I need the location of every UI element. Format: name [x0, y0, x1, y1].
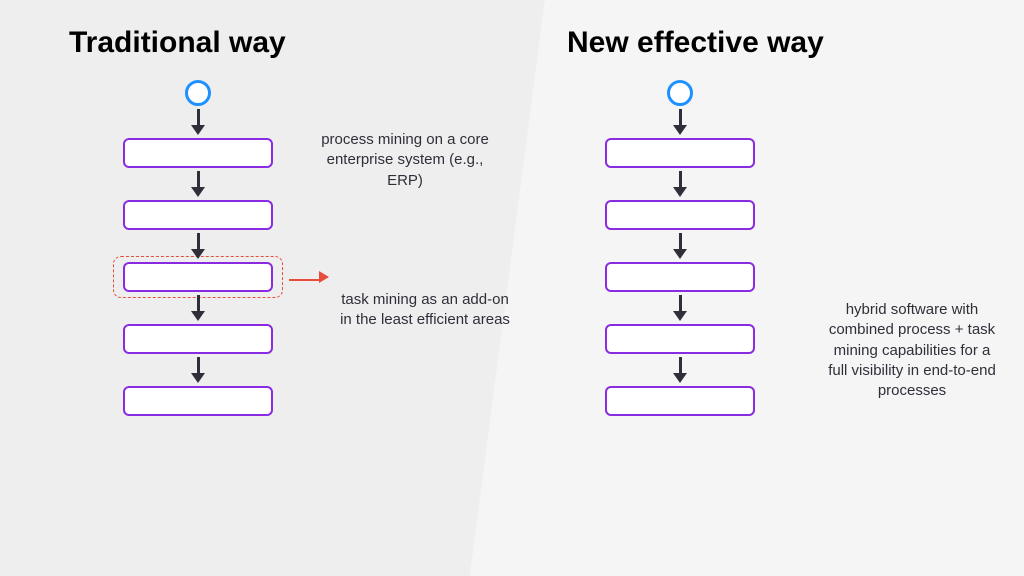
annotation-right: hybrid software with combined process + …	[822, 300, 1002, 401]
process-step	[605, 386, 755, 416]
arrow-down	[191, 295, 205, 321]
start-circle	[185, 80, 211, 106]
process-step	[605, 200, 755, 230]
start-circle	[667, 80, 693, 106]
red-arrow-right	[289, 271, 329, 283]
process-step	[123, 324, 273, 354]
title-left: Traditional way	[69, 26, 286, 60]
arrow-down	[191, 109, 205, 135]
diagram-stage: Traditional way New effective way proces…	[0, 0, 1024, 576]
arrow-down	[673, 109, 687, 135]
arrow-down	[673, 357, 687, 383]
arrow-down	[191, 171, 205, 197]
arrow-down	[673, 295, 687, 321]
arrow-down	[191, 357, 205, 383]
process-step	[605, 138, 755, 168]
annotation-left-top: process mining on a core enterprise syst…	[320, 130, 490, 191]
process-step	[123, 262, 273, 292]
arrow-down	[191, 233, 205, 259]
process-step	[605, 324, 755, 354]
process-step	[605, 262, 755, 292]
arrow-down	[673, 171, 687, 197]
process-step	[123, 386, 273, 416]
process-step	[123, 138, 273, 168]
process-step	[123, 200, 273, 230]
arrow-down	[673, 233, 687, 259]
title-right: New effective way	[567, 26, 824, 60]
annotation-left-mid: task mining as an add-on in the least ef…	[340, 290, 510, 331]
